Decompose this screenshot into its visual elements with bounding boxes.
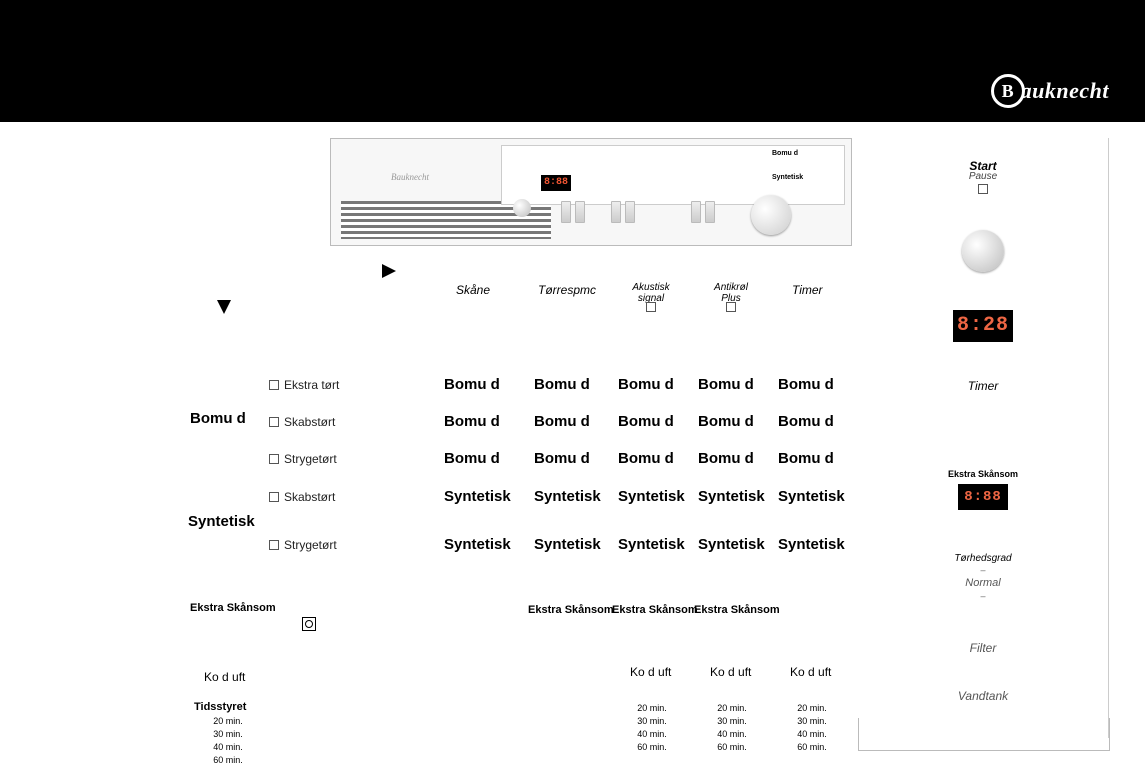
cell-b-2-4: Bomu d bbox=[698, 414, 754, 429]
tids-left-lines: 20 min. 30 min. 40 min. 60 min. bbox=[208, 715, 248, 767]
syn-sub-1: Skabstørt bbox=[284, 491, 335, 503]
panel-text-syntetisk: Syntetisk bbox=[772, 174, 803, 181]
cell-es-1: Ekstra Skånsom bbox=[528, 605, 614, 616]
panel-brand: Bauknecht bbox=[391, 173, 429, 182]
panel-button-5[interactable] bbox=[691, 201, 701, 223]
option-akustisk: Akustisk signal bbox=[626, 282, 676, 304]
panel-small-dial[interactable] bbox=[513, 199, 531, 217]
appliance-panel: Bauknecht Bomu d Syntetisk 8:88 bbox=[330, 138, 852, 246]
cell-s-2-1: Syntetisk bbox=[444, 537, 511, 552]
tids-l2: 30 min. bbox=[213, 729, 243, 739]
normal-label: Normal bbox=[858, 578, 1108, 589]
cell-s-1-2: Syntetisk bbox=[534, 489, 601, 504]
cell-s-1-4: Syntetisk bbox=[698, 489, 765, 504]
start-button[interactable] bbox=[962, 230, 1004, 272]
arrow-right-icon bbox=[382, 264, 396, 278]
content-sheet: Bauknecht Bomu d Syntetisk 8:88 Skåne Tø… bbox=[0, 0, 1145, 757]
option-antikrol-box bbox=[726, 302, 736, 312]
cell-b-3-1: Bomu d bbox=[444, 451, 500, 466]
panel-button-4[interactable] bbox=[625, 201, 635, 223]
cell-s-2-4: Syntetisk bbox=[698, 537, 765, 552]
bomuld-sub-2: Skabstørt bbox=[284, 416, 335, 428]
row-syntetisk: Syntetisk bbox=[188, 514, 255, 529]
cell-kl-3: Ko d uft bbox=[790, 666, 831, 678]
side-panel: Start Pause 8:28 Timer Ekstra Skånsom 8:… bbox=[858, 138, 1109, 738]
torhed-label: Tørhedsgrad bbox=[858, 554, 1108, 564]
cell-s-1-3: Syntetisk bbox=[618, 489, 685, 504]
syn-box-1 bbox=[269, 492, 279, 502]
cell-b-1-5: Bomu d bbox=[778, 377, 834, 392]
panel-text-bomuld: Bomu d bbox=[772, 150, 798, 157]
cell-s-2-5: Syntetisk bbox=[778, 537, 845, 552]
pause-label: Pause bbox=[858, 172, 1108, 182]
cell-b-3-4: Bomu d bbox=[698, 451, 754, 466]
bomuld-box-1 bbox=[269, 380, 279, 390]
tids-c2: 20 min. 30 min. 40 min. 60 min. bbox=[712, 702, 752, 754]
row-bomuld: Bomu d bbox=[190, 411, 246, 426]
option-skane: Skåne bbox=[456, 284, 490, 296]
ekstra-skansom-label: Ekstra Skånsom bbox=[858, 470, 1108, 479]
small-lcd: 8:88 bbox=[958, 484, 1008, 510]
cell-b-1-4: Bomu d bbox=[698, 377, 754, 392]
panel-mini-lcd: 8:88 bbox=[541, 175, 571, 191]
bomuld-sub-1: Ekstra tørt bbox=[284, 379, 339, 391]
panel-button-3[interactable] bbox=[611, 201, 621, 223]
side-panel-foot bbox=[858, 718, 1110, 751]
tids-c3: 20 min. 30 min. 40 min. 60 min. bbox=[792, 702, 832, 754]
row-ekstra-skansom: Ekstra Skånsom bbox=[190, 603, 276, 614]
timer-label: Timer bbox=[858, 380, 1108, 392]
start-box bbox=[978, 184, 988, 194]
syn-box-2 bbox=[269, 540, 279, 550]
arrow-down-icon bbox=[217, 300, 231, 314]
cell-b-1-2: Bomu d bbox=[534, 377, 590, 392]
cell-s-2-2: Syntetisk bbox=[534, 537, 601, 552]
bomuld-box-2 bbox=[269, 417, 279, 427]
cell-es-3: Ekstra Skånsom bbox=[694, 605, 780, 616]
row-koldluft: Ko d uft bbox=[204, 671, 245, 683]
cell-s-1-5: Syntetisk bbox=[778, 489, 845, 504]
cell-b-2-1: Bomu d bbox=[444, 414, 500, 429]
syn-sub-2: Strygetørt bbox=[284, 539, 337, 551]
cell-b-2-3: Bomu d bbox=[618, 414, 674, 429]
bomuld-box-3 bbox=[269, 454, 279, 464]
brand-letter: B bbox=[991, 74, 1025, 108]
bomuld-sub-3: Strygetørt bbox=[284, 453, 337, 465]
cell-b-1-1: Bomu d bbox=[444, 377, 500, 392]
cell-b-2-2: Bomu d bbox=[534, 414, 590, 429]
filter-label: Filter bbox=[858, 642, 1108, 654]
dryer-icon bbox=[302, 617, 316, 631]
cell-kl-2: Ko d uft bbox=[710, 666, 751, 678]
vandtank-label: Vandtank bbox=[858, 690, 1108, 702]
cell-s-2-3: Syntetisk bbox=[618, 537, 685, 552]
option-akustisk-box bbox=[646, 302, 656, 312]
option-timer: Timer bbox=[792, 284, 823, 296]
panel-button-1[interactable] bbox=[561, 201, 571, 223]
dash-2: – bbox=[858, 592, 1108, 601]
tids-l1: 20 min. bbox=[213, 716, 243, 726]
cell-kl-1: Ko d uft bbox=[630, 666, 671, 678]
option-antikrol: Antikrøl Plus bbox=[706, 282, 756, 304]
cell-b-3-3: Bomu d bbox=[618, 451, 674, 466]
cell-b-3-5: Bomu d bbox=[778, 451, 834, 466]
cell-s-1-1: Syntetisk bbox=[444, 489, 511, 504]
cell-b-3-2: Bomu d bbox=[534, 451, 590, 466]
row-tidsstyret: Tidsstyret bbox=[194, 702, 246, 713]
panel-button-2[interactable] bbox=[575, 201, 585, 223]
dash-1: – bbox=[858, 566, 1108, 575]
option-torrespmc: Tørrespmc bbox=[538, 284, 596, 296]
tids-c1: 20 min. 30 min. 40 min. 60 min. bbox=[632, 702, 672, 754]
tids-l3: 40 min. bbox=[213, 742, 243, 752]
cell-es-2: Ekstra Skånsom bbox=[612, 605, 698, 616]
cell-b-1-3: Bomu d bbox=[618, 377, 674, 392]
panel-program-dial[interactable] bbox=[751, 195, 791, 235]
main-lcd: 8:28 bbox=[953, 310, 1013, 342]
panel-button-6[interactable] bbox=[705, 201, 715, 223]
cell-b-2-5: Bomu d bbox=[778, 414, 834, 429]
